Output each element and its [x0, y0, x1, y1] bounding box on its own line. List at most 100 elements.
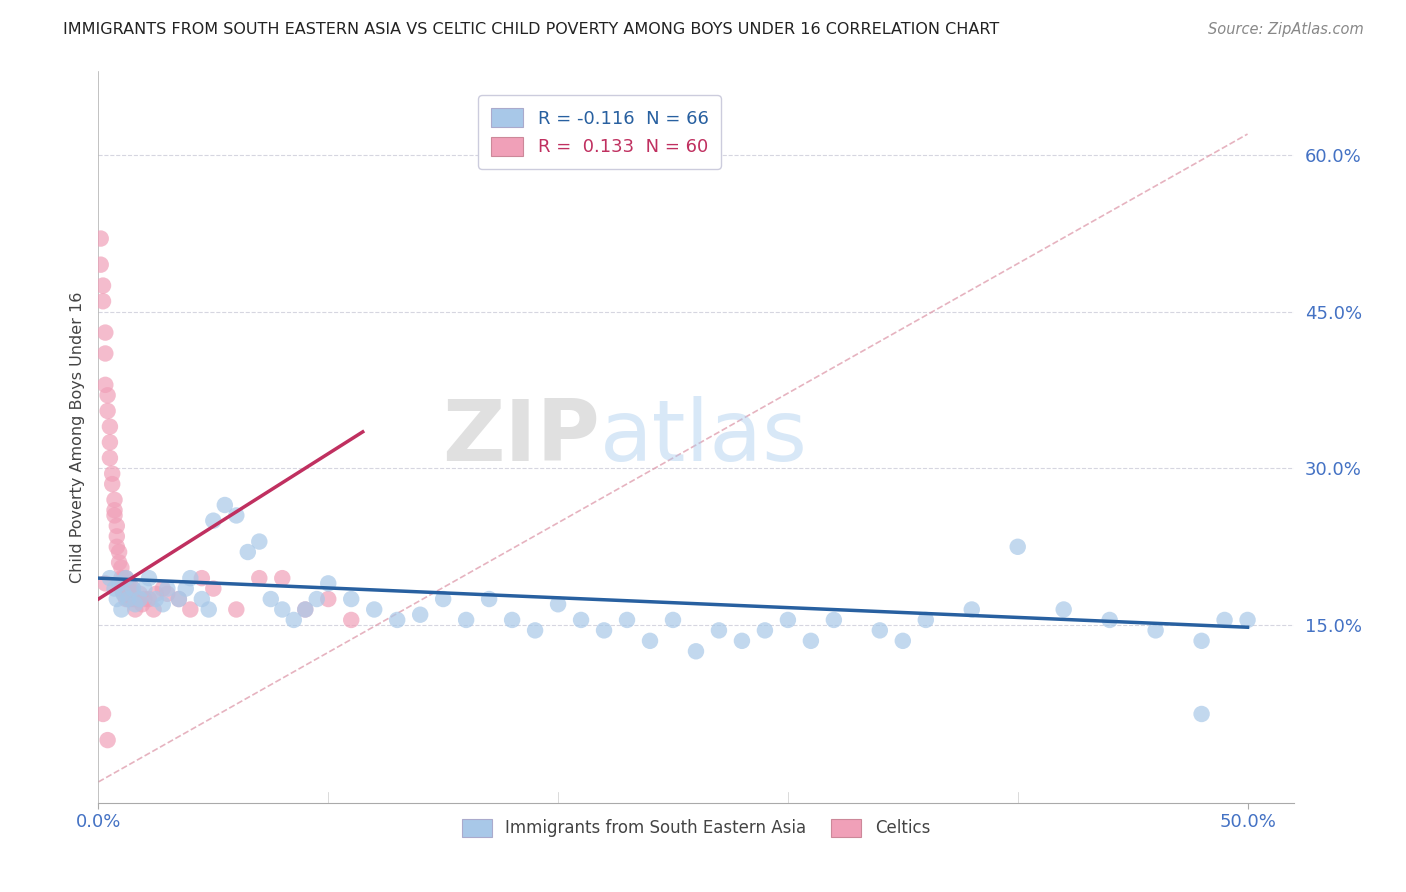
- Point: [225, 508, 247, 523]
- Point: [1191, 633, 1213, 648]
- Point: [101, 477, 124, 491]
- Point: [363, 602, 385, 616]
- Point: [247, 534, 270, 549]
- Point: [91, 278, 114, 293]
- Point: [103, 508, 125, 523]
- Point: [124, 597, 146, 611]
- Point: [914, 613, 936, 627]
- Text: atlas: atlas: [600, 395, 808, 479]
- Point: [294, 602, 316, 616]
- Point: [547, 597, 569, 611]
- Point: [152, 597, 174, 611]
- Point: [1191, 706, 1213, 721]
- Point: [94, 377, 117, 392]
- Point: [616, 613, 638, 627]
- Point: [90, 258, 112, 272]
- Point: [122, 582, 145, 596]
- Point: [94, 346, 117, 360]
- Point: [731, 633, 754, 648]
- Point: [105, 592, 128, 607]
- Point: [662, 613, 685, 627]
- Point: [1236, 613, 1258, 627]
- Point: [134, 582, 156, 596]
- Point: [108, 576, 131, 591]
- Point: [128, 587, 150, 601]
- Point: [271, 602, 294, 616]
- Point: [91, 706, 114, 721]
- Point: [569, 613, 592, 627]
- Point: [103, 503, 125, 517]
- Point: [283, 613, 305, 627]
- Point: [174, 582, 197, 596]
- Point: [685, 644, 707, 658]
- Point: [152, 582, 174, 596]
- Point: [409, 607, 432, 622]
- Point: [776, 613, 799, 627]
- Point: [960, 602, 983, 616]
- Point: [271, 571, 294, 585]
- Point: [1098, 613, 1121, 627]
- Point: [115, 571, 138, 585]
- Point: [98, 450, 121, 465]
- Point: [456, 613, 478, 627]
- Point: [98, 419, 121, 434]
- Point: [90, 231, 112, 245]
- Point: [103, 582, 125, 596]
- Point: [294, 602, 316, 616]
- Point: [524, 624, 547, 638]
- Point: [138, 592, 160, 607]
- Point: [202, 582, 225, 596]
- Point: [432, 592, 454, 607]
- Point: [1053, 602, 1076, 616]
- Point: [124, 602, 146, 616]
- Point: [131, 597, 153, 611]
- Point: [105, 540, 128, 554]
- Point: [108, 545, 131, 559]
- Point: [117, 592, 139, 607]
- Point: [117, 592, 139, 607]
- Point: [156, 587, 179, 601]
- Point: [94, 326, 117, 340]
- Point: [869, 624, 891, 638]
- Point: [105, 529, 128, 543]
- Point: [501, 613, 523, 627]
- Text: ZIP: ZIP: [443, 395, 600, 479]
- Point: [110, 560, 132, 574]
- Text: Source: ZipAtlas.com: Source: ZipAtlas.com: [1208, 22, 1364, 37]
- Point: [316, 576, 339, 591]
- Point: [1007, 540, 1029, 554]
- Point: [115, 571, 138, 585]
- Point: [823, 613, 845, 627]
- Point: [316, 592, 339, 607]
- Point: [385, 613, 409, 627]
- Point: [191, 571, 214, 585]
- Point: [122, 582, 145, 596]
- Point: [191, 592, 214, 607]
- Point: [1144, 624, 1167, 638]
- Point: [94, 576, 117, 591]
- Point: [478, 592, 501, 607]
- Point: [97, 388, 120, 402]
- Point: [97, 733, 120, 747]
- Point: [110, 582, 132, 596]
- Point: [1213, 613, 1236, 627]
- Point: [110, 602, 132, 616]
- Point: [122, 592, 145, 607]
- Point: [91, 294, 114, 309]
- Point: [128, 592, 150, 607]
- Point: [98, 571, 121, 585]
- Point: [754, 624, 776, 638]
- Point: [593, 624, 616, 638]
- Point: [103, 492, 125, 507]
- Point: [340, 592, 363, 607]
- Point: [145, 592, 167, 607]
- Point: [247, 571, 270, 585]
- Point: [202, 514, 225, 528]
- Point: [97, 404, 120, 418]
- Point: [142, 602, 165, 616]
- Point: [638, 633, 661, 648]
- Point: [112, 587, 135, 601]
- Point: [167, 592, 190, 607]
- Point: [197, 602, 219, 616]
- Point: [110, 571, 132, 585]
